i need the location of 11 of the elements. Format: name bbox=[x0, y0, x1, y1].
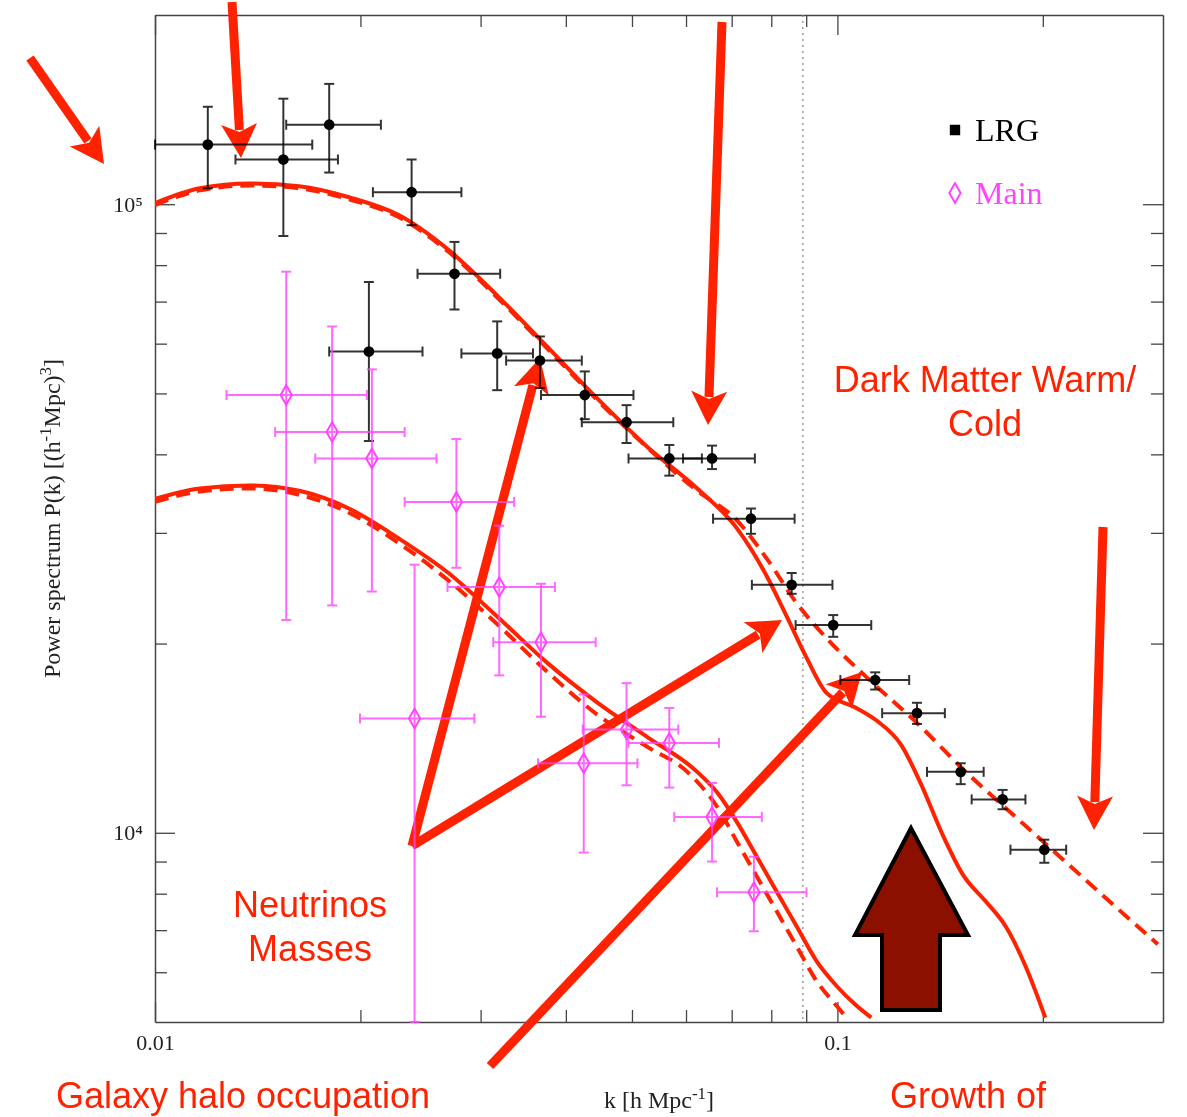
y-tick-label: 10⁴ bbox=[113, 820, 144, 846]
x-tick-label: 0.01 bbox=[136, 1029, 175, 1055]
x-tick-label: 0.1 bbox=[824, 1029, 852, 1055]
text: Galaxy halo occupation bbox=[55, 1075, 431, 1116]
legend-label: LRG bbox=[975, 112, 1039, 148]
y-tick-label: 10⁵ bbox=[113, 191, 143, 217]
legend-label: Main bbox=[975, 175, 1043, 211]
annotation: Neutrinos Masses bbox=[232, 884, 388, 969]
annotation: Dark Matter Warm/ Cold bbox=[833, 359, 1137, 444]
text: Growth of bbox=[889, 1075, 1048, 1116]
x-axis-title: k [h Mpc$^{-1}$] bbox=[604, 1083, 714, 1113]
